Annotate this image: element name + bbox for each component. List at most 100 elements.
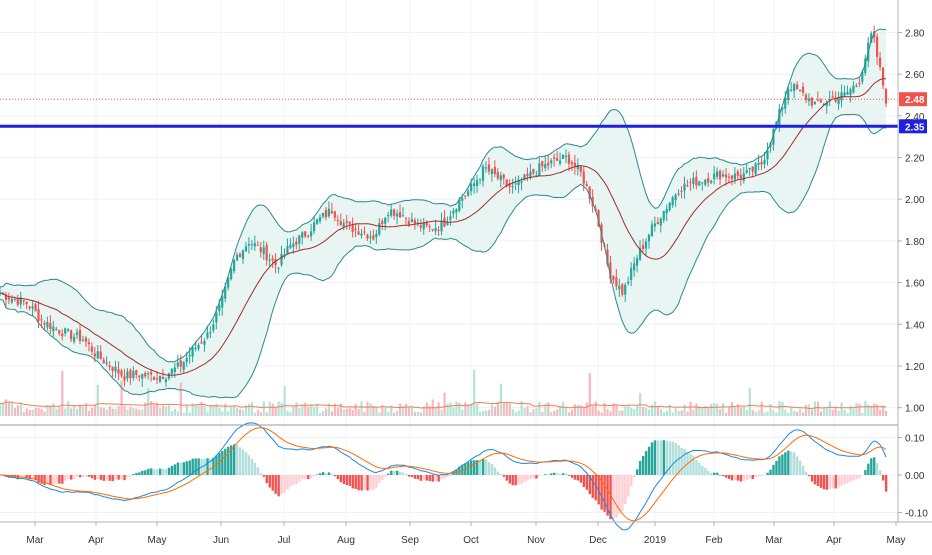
macd-histogram-bar: [52, 475, 55, 485]
volume-bar: [727, 406, 731, 416]
macd-histogram-bar: [194, 458, 197, 475]
macd-histogram-bar: [591, 475, 594, 498]
macd-histogram-bar: [547, 474, 550, 475]
volume-bar: [724, 412, 728, 416]
macd-histogram-bar: [40, 475, 43, 484]
price-tick-label: 2.40: [905, 112, 925, 123]
candle-body: [517, 179, 520, 185]
macd-histogram-bar: [594, 475, 597, 501]
volume-bar: [840, 402, 843, 416]
macd-histogram-bar: [742, 475, 746, 482]
macd-histogram-bar: [881, 475, 885, 481]
macd-histogram-bar: [363, 475, 366, 490]
price-tick-label: 2.80: [905, 29, 925, 40]
volume-bar: [233, 405, 236, 416]
macd-histogram-bar: [736, 475, 740, 481]
volume-bar: [179, 382, 182, 416]
candle-body: [117, 369, 120, 374]
candle-body: [437, 229, 440, 231]
candle-body: [793, 84, 796, 92]
macd-histogram-bar: [727, 475, 731, 479]
macd-line: [0, 422, 887, 531]
volume-bar: [218, 407, 221, 416]
macd-histogram-bar: [659, 440, 663, 475]
horizontal-price-lines[interactable]: 2.48 2.35: [0, 92, 927, 134]
candle-body: [289, 244, 292, 248]
volume-bar: [449, 402, 452, 416]
candle-body: [188, 354, 191, 357]
candle-body: [203, 340, 206, 345]
macd-histogram-bar: [715, 472, 719, 475]
macd-histogram-bar: [766, 472, 769, 475]
bollinger-upper-line: [0, 28, 887, 363]
time-tick-label: Jun: [213, 535, 229, 546]
candle-body: [564, 155, 568, 158]
candle-body: [410, 219, 413, 222]
volume-bar: [642, 406, 645, 416]
volume-bar: [96, 384, 99, 416]
volume-bar: [665, 410, 668, 416]
volume-bar: [473, 369, 476, 416]
volume-bar: [425, 402, 428, 416]
candle-body: [313, 222, 316, 232]
candle-body: [422, 222, 425, 230]
volume-bar: [227, 411, 230, 416]
candle-body: [573, 162, 576, 167]
volume-bar: [861, 412, 864, 416]
macd-histogram-bar: [398, 471, 402, 475]
macd-histogram-bar: [662, 440, 666, 475]
macd-histogram-bar: [170, 465, 174, 475]
candle-body: [114, 366, 117, 372]
candle-body: [781, 107, 784, 110]
candle-body: [846, 92, 849, 95]
volume-bar: [570, 409, 574, 416]
volume-bar: [197, 405, 200, 416]
macd-histogram-bar: [558, 473, 562, 475]
volume-bar: [668, 404, 671, 416]
volume-bar: [28, 409, 31, 416]
volume-bar: [259, 412, 262, 416]
candle-body: [831, 96, 834, 98]
candle-body: [52, 326, 55, 332]
candle-body: [158, 375, 162, 382]
candle-body: [90, 346, 93, 352]
volume-bar: [40, 409, 43, 416]
candle-body: [822, 104, 825, 106]
candle-body: [295, 241, 298, 245]
time-tick-label: Oct: [463, 535, 479, 546]
macd-histogram-bar: [710, 472, 713, 475]
volume-bar: [742, 406, 745, 416]
volume-bar: [206, 411, 209, 416]
volume-bar: [241, 410, 245, 416]
volume-bar: [624, 406, 627, 416]
candle-body: [461, 198, 464, 201]
macd-histogram-bar: [677, 445, 680, 475]
macd-histogram-bar: [496, 471, 500, 475]
candle-body: [277, 267, 280, 269]
volume-bar: [576, 404, 580, 416]
macd-histogram-bar: [395, 470, 399, 475]
candle-body: [138, 375, 141, 378]
macd-histogram-bar: [834, 475, 837, 489]
volume-bar: [342, 409, 345, 416]
volume-bar: [156, 402, 159, 416]
volume-bar: [73, 405, 76, 416]
time-tick-label: Jul: [278, 535, 291, 546]
volume-bar: [796, 411, 799, 416]
macd-histogram-bar: [635, 469, 639, 475]
candle-body: [4, 294, 8, 300]
candle-body: [72, 336, 76, 342]
volume-bar: [327, 403, 331, 416]
candle-body: [870, 33, 873, 43]
macd-histogram-bar: [801, 465, 805, 475]
candle-body: [449, 216, 452, 220]
macd-histogram-bar: [458, 466, 461, 475]
volume-bar: [458, 402, 461, 416]
macd-histogram-bar: [90, 475, 94, 479]
macd-histogram-bar: [529, 475, 532, 480]
volume-bar: [164, 406, 168, 416]
candle-body: [167, 373, 171, 379]
macd-histogram-bar: [99, 475, 103, 480]
